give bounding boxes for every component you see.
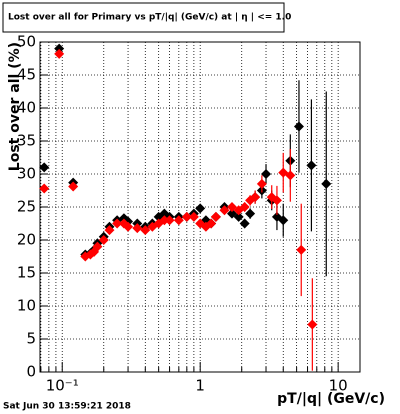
marker [239, 218, 250, 229]
marker [219, 205, 230, 216]
x-axis-label: pT/|q| (GeV/c) [277, 391, 385, 407]
marker [123, 221, 134, 232]
marker [54, 48, 65, 59]
y-tick-label: 20 [17, 231, 36, 249]
marker [54, 43, 65, 54]
marker [307, 319, 318, 330]
marker [195, 203, 206, 214]
marker [123, 216, 134, 227]
timestamp: Sat Jun 30 13:59:21 2018 [3, 402, 131, 412]
y-tick-label: 15 [17, 264, 36, 282]
y-tick-label: 30 [17, 165, 36, 183]
marker [296, 244, 307, 255]
y-tick-label: 45 [17, 66, 36, 84]
plot-frame [39, 41, 361, 373]
chart-title: Lost over all for Primary vs pT/|q| (GeV… [8, 13, 291, 23]
marker [210, 211, 221, 222]
y-tick-label: 25 [17, 198, 36, 216]
title-box [2, 2, 285, 33]
marker [239, 202, 250, 212]
marker [278, 215, 289, 226]
x-tick-label: 10⁻¹ [46, 377, 79, 395]
y-tick-label: 40 [17, 99, 36, 117]
marker [271, 195, 282, 206]
marker [164, 215, 175, 226]
marker [233, 211, 244, 222]
marker [112, 218, 123, 229]
y-tick-label: 10 [17, 297, 36, 315]
marker [173, 215, 184, 226]
marker [245, 208, 256, 219]
marker [306, 160, 317, 171]
marker [321, 178, 332, 189]
y-tick-label: 5 [26, 330, 36, 348]
marker [206, 218, 217, 229]
y-axis-label: Lost over all (%) [7, 42, 23, 171]
marker [68, 181, 79, 192]
marker [104, 225, 115, 236]
marker [92, 241, 103, 252]
marker [285, 170, 296, 181]
marker [188, 211, 199, 222]
y-tick-label: 0 [26, 363, 36, 381]
marker [250, 192, 261, 203]
x-tick-label: 1 [195, 377, 205, 395]
marker [256, 178, 267, 189]
y-tick-label: 50 [17, 33, 36, 51]
marker [39, 162, 50, 173]
marker [261, 169, 272, 179]
marker [39, 183, 50, 194]
marker [132, 223, 143, 234]
marker [98, 235, 109, 245]
marker [159, 215, 170, 226]
marker [293, 121, 304, 132]
marker [181, 211, 192, 222]
marker [140, 225, 151, 236]
x-tick-label: 10 [329, 377, 348, 395]
y-tick-label: 35 [17, 132, 36, 150]
